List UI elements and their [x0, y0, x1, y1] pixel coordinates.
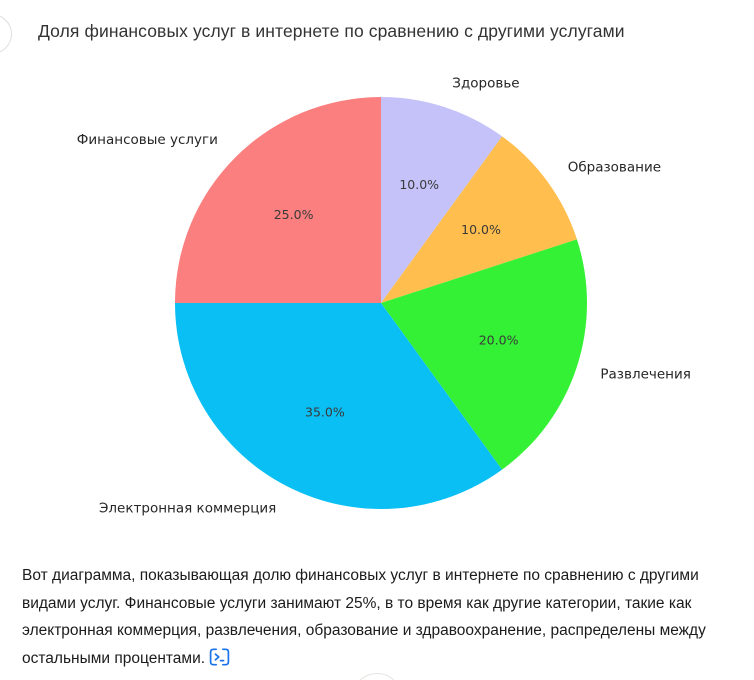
pie-percent-label: 10.0% — [399, 177, 439, 192]
message-text: Вот диаграмма, показывающая долю финансо… — [22, 567, 706, 667]
pie-category-label: Образование — [568, 159, 661, 175]
pie-percent-label: 10.0% — [461, 222, 501, 237]
pie-percent-label: 20.0% — [479, 333, 519, 348]
pie-slice — [175, 97, 381, 303]
pie-chart: 10.0% Здоровье 10.0% Образование 20.0% Развле… — [77, 76, 691, 517]
code-citation-button[interactable] — [209, 647, 230, 666]
pie-percent-label: 25.0% — [274, 207, 314, 222]
avatar-circle-partial — [0, 14, 12, 54]
assistant-message-text: Вот диаграмма, показывающая долю финансо… — [22, 562, 740, 672]
pie-slice — [381, 97, 503, 303]
pie-slice — [381, 136, 577, 303]
pie-category-label: Электронная коммерция — [99, 501, 276, 517]
pie-percent-label: 35.0% — [305, 405, 345, 420]
pie-slice — [381, 239, 588, 470]
chart-title: Доля финансовых услуг в интернете по сра… — [38, 21, 625, 41]
pie-category-label: Финансовые услуги — [77, 132, 218, 148]
pie-category-label: Развлечения — [600, 366, 691, 382]
pie-slice — [175, 303, 503, 509]
scroll-down-button-partial[interactable] — [352, 673, 402, 680]
terminal-code-icon — [209, 647, 230, 666]
pie-category-label: Здоровье — [452, 76, 519, 92]
